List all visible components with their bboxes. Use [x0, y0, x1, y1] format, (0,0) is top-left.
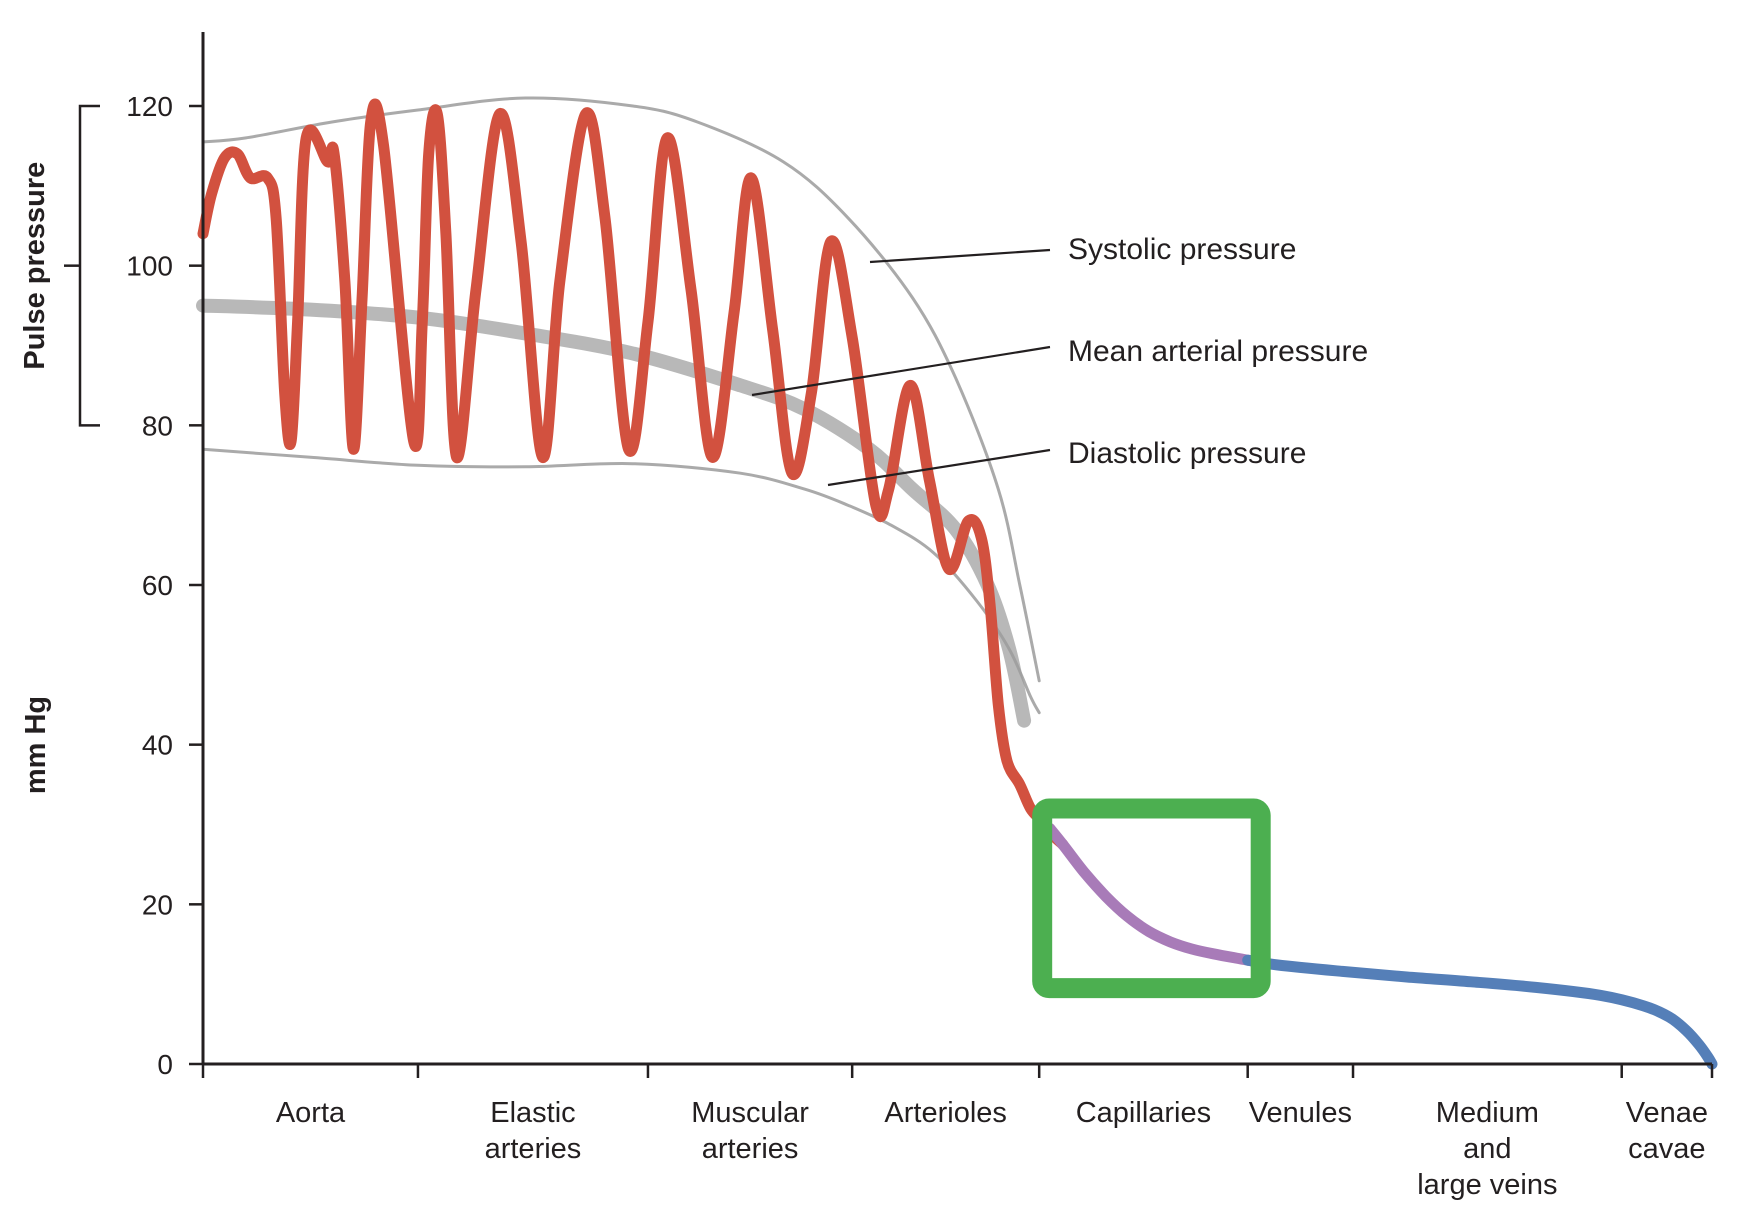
systolic-leader-line [869, 248, 1051, 264]
capillaries-highlight-box [1032, 798, 1271, 999]
y-tick-label: 80 [142, 410, 173, 441]
pulse-pressure-label: Pulse pressure [19, 162, 51, 370]
y-tick-label: 100 [126, 251, 173, 282]
y-tick-label: 120 [126, 91, 173, 122]
y-tick-label: 0 [157, 1049, 173, 1080]
x-ticks [201, 1064, 1714, 1078]
mean-arterial-label: Mean arterial pressure [1068, 335, 1368, 368]
diastolic-label: Diastolic pressure [1068, 437, 1306, 470]
y-tick-label: 20 [142, 889, 173, 920]
capillary-pressure-line [1044, 823, 1264, 968]
pressure-series [196, 98, 1718, 1070]
x-category-label: Medium and large veins [1417, 1097, 1557, 1201]
x-category-label: Elastic arteries [485, 1097, 582, 1165]
y-axis-title: mm Hg [20, 696, 52, 794]
x-category-labels: Aorta Elastic arteries Muscular arteries Arte… [276, 1097, 1708, 1201]
x-category-label: Muscular arteries [691, 1097, 809, 1165]
diastolic-leader-line [827, 448, 1051, 487]
mean-leader-line [751, 345, 1051, 397]
y-ticks: 0 20 40 60 80 100 120 [126, 91, 203, 1080]
x-category-label: Venules [1249, 1097, 1352, 1129]
x-category-label: Capillaries [1076, 1097, 1211, 1129]
bracket-line [78, 104, 100, 427]
systolic-envelope-line [201, 96, 1041, 683]
y-tick-label: 40 [142, 730, 173, 761]
annotations: Systolic pressure Mean arterial pressure… [751, 233, 1368, 487]
x-category-label: Aorta [276, 1097, 346, 1129]
systolic-label: Systolic pressure [1068, 233, 1296, 266]
arterial-pressure-line [197, 98, 1069, 850]
x-category-label: Venae cavae [1626, 1097, 1708, 1165]
y-tick-label: 60 [142, 570, 173, 601]
x-category-label: Arterioles [884, 1097, 1007, 1129]
venous-pressure-line [1242, 954, 1718, 1070]
pulse-pressure-bracket: Pulse pressure [19, 104, 100, 427]
